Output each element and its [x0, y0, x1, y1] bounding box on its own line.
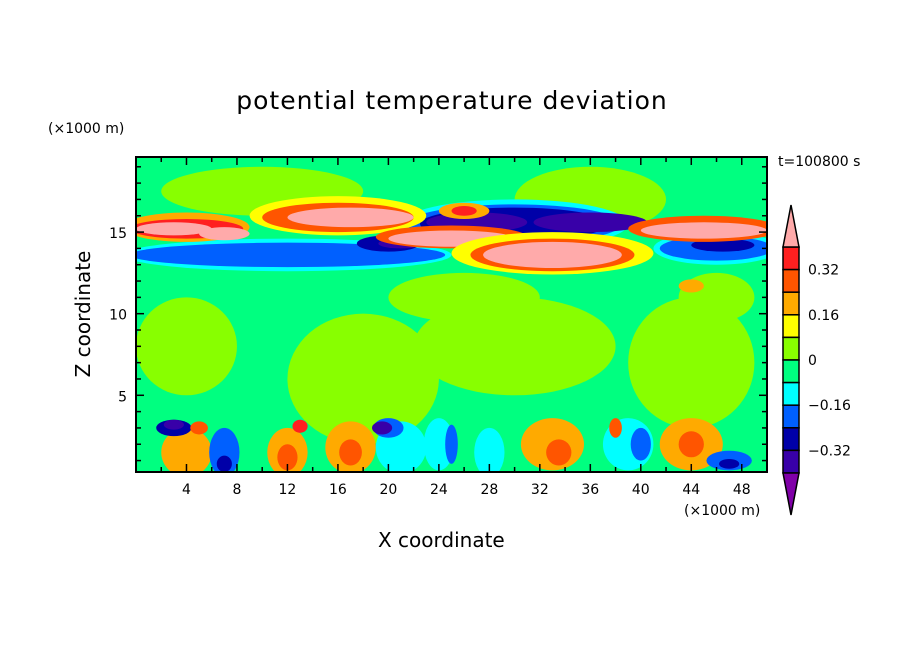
colorbar-box: [782, 404, 800, 429]
colorbar-top-arrow: [782, 204, 800, 248]
contour-region: [609, 418, 622, 438]
contour-region: [483, 241, 622, 268]
colorbar-box: [782, 359, 800, 384]
x-tick-label: 36: [581, 482, 599, 498]
z-axis-unit: (×1000 m): [48, 121, 125, 137]
colorbar-bottom-arrow: [782, 472, 800, 516]
contour-region: [216, 455, 232, 472]
colorbar-box: [782, 268, 800, 293]
chart-title: potential temperature deviation: [236, 86, 668, 115]
colorbar-box: [782, 291, 800, 316]
contour-region: [691, 238, 755, 252]
colorbar-label: 0.32: [808, 263, 839, 279]
contour-region: [287, 313, 439, 445]
colorbar-box: [782, 246, 800, 271]
colorbar-label: 0: [808, 353, 817, 369]
x-axis-unit: (×1000 m): [684, 503, 761, 519]
contour-region: [287, 207, 414, 228]
x-tick-label: 16: [329, 482, 347, 498]
y-tick-label: 10: [109, 308, 127, 324]
contour-region: [371, 421, 393, 435]
contour-region: [533, 212, 648, 233]
colorbar-box: [782, 381, 800, 406]
contour-region: [277, 444, 298, 471]
colorbar-box: [782, 449, 800, 474]
contour-region: [719, 458, 740, 469]
colorbar-label: −0.32: [808, 443, 851, 459]
contour-region: [546, 439, 572, 466]
colorbar-box: [782, 336, 800, 361]
colorbar-label: −0.16: [808, 398, 851, 414]
contour-region: [474, 427, 505, 472]
x-tick-label: 48: [733, 482, 751, 498]
contour-region: [209, 427, 240, 472]
x-tick-label: 8: [232, 482, 241, 498]
contour-region: [445, 424, 458, 464]
x-tick-label: 12: [279, 482, 297, 498]
x-tick-label: 20: [379, 482, 397, 498]
contour-region: [640, 222, 767, 239]
y-tick-label: 5: [118, 389, 127, 405]
contour-region: [136, 297, 237, 396]
contour-region: [199, 227, 250, 241]
contour-region: [423, 418, 455, 471]
contour-region: [190, 421, 208, 435]
x-axis-label: X coordinate: [378, 528, 505, 552]
x-tick-label: 4: [182, 482, 191, 498]
contour-region: [292, 419, 308, 433]
contour-region: [388, 272, 540, 322]
contour-region: [451, 205, 477, 216]
contour-region: [136, 222, 212, 236]
time-label: t=100800 s: [778, 154, 861, 170]
contour-region: [678, 431, 704, 458]
x-tick-label: 44: [682, 482, 700, 498]
y-tick-label: 15: [109, 226, 127, 242]
colorbar-box: [782, 314, 800, 339]
x-tick-label: 24: [430, 482, 448, 498]
plot-frame: [135, 156, 768, 473]
contour-region: [161, 427, 212, 472]
x-tick-label: 28: [480, 482, 498, 498]
contour-region: [678, 279, 704, 293]
x-tick-label: 40: [632, 482, 650, 498]
colorbar-label: 0.16: [808, 308, 839, 324]
contour-region: [630, 427, 651, 461]
contour-region: [339, 439, 362, 466]
colorbar-box: [782, 427, 800, 452]
contour-region: [163, 419, 184, 430]
x-tick-label: 32: [531, 482, 549, 498]
contour-region: [628, 297, 755, 428]
